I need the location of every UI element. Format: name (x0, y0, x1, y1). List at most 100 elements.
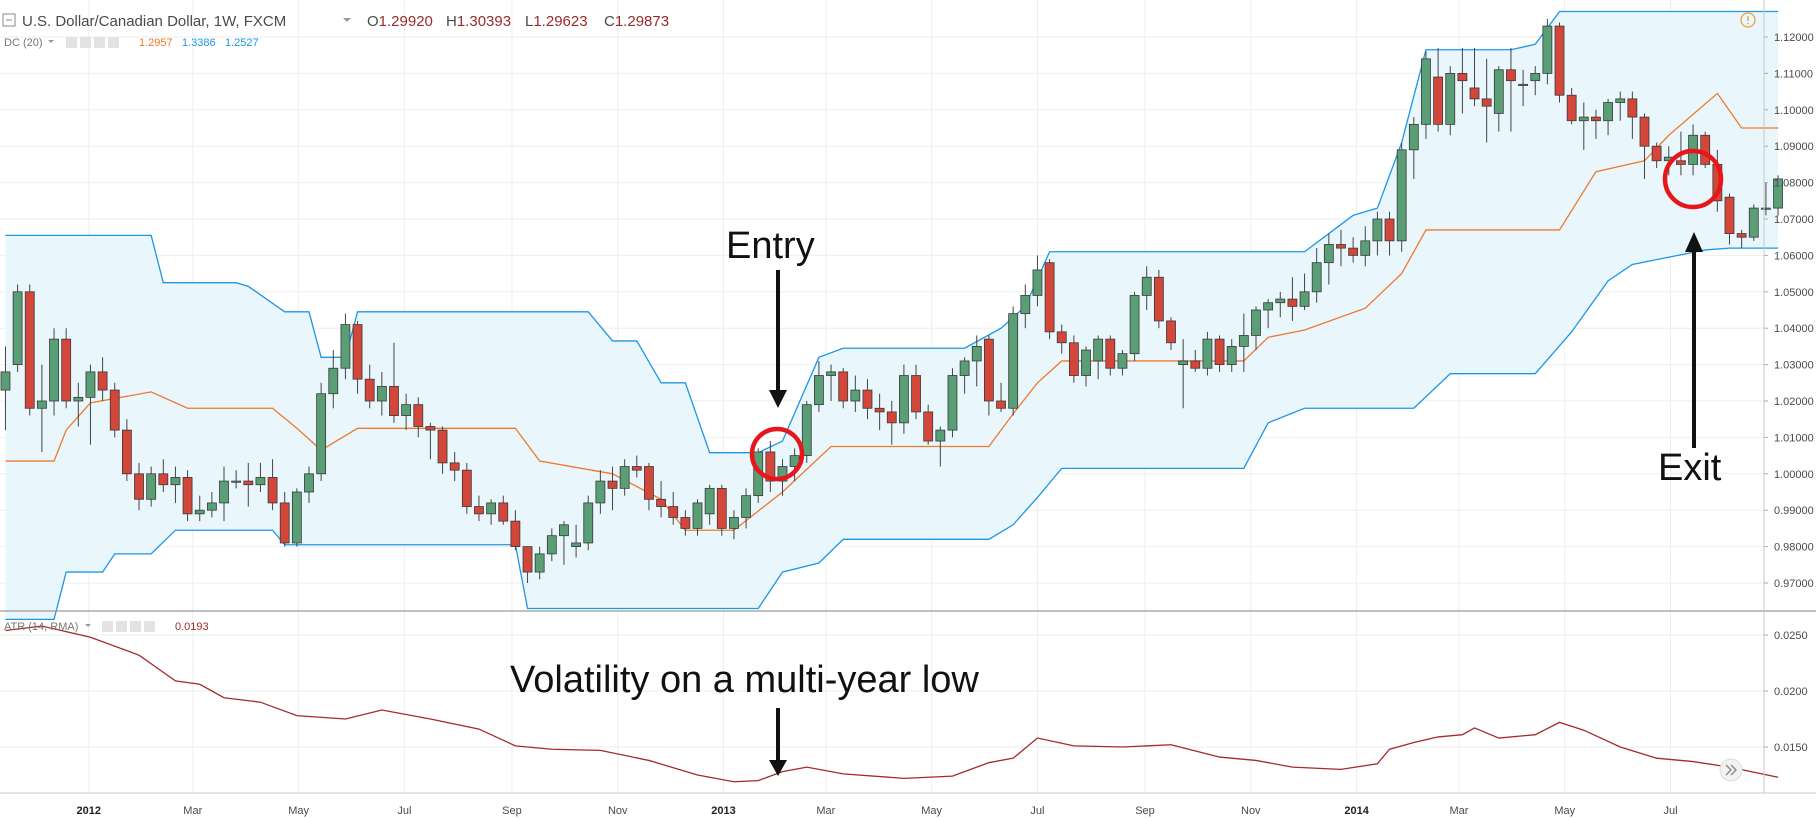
candle (425, 422, 436, 460)
atr-chevron-down-icon[interactable] (85, 624, 91, 627)
collapse-icon[interactable] (2, 13, 16, 27)
candle-body-down (1700, 134, 1711, 165)
atr-plus-icon[interactable] (130, 621, 141, 632)
candle-body-down (607, 480, 618, 489)
candle-body-down (1457, 73, 1468, 82)
candle (170, 466, 181, 503)
donchian-channel (5, 10, 1779, 621)
candle-body-up (219, 480, 229, 504)
candle (1226, 339, 1237, 372)
gear-icon[interactable] (80, 37, 91, 48)
atr-label[interactable]: ATR (14, RMA) (4, 621, 78, 633)
atr-gear-icon[interactable] (116, 621, 127, 632)
candle-body-up (692, 502, 703, 529)
ohlc-h: H1.30393 (446, 13, 511, 30)
candle-body-up (1093, 338, 1104, 362)
scroll-right-button[interactable] (1719, 758, 1743, 782)
candle (85, 364, 96, 445)
candle-body-down (522, 546, 533, 573)
candle (1457, 47, 1468, 114)
candle (510, 510, 521, 551)
candle (1336, 229, 1346, 267)
candle-body-down (1068, 342, 1079, 376)
price-tick-label: 0.98000 (1774, 542, 1814, 554)
candle-body-up (559, 524, 569, 537)
candle (1700, 131, 1711, 169)
chevron-down-icon[interactable] (343, 18, 351, 22)
candle-body-down (983, 338, 994, 402)
candle-body-up (1615, 98, 1626, 103)
candle-body-up (1445, 73, 1456, 125)
channel-lower-line (5, 247, 1779, 621)
candle-body-up (1542, 25, 1553, 74)
candle-body-up (1748, 207, 1759, 238)
candle-body-up (340, 324, 351, 369)
candle-body-up (1178, 360, 1189, 365)
price-tick-label: 1.03000 (1774, 360, 1814, 372)
candle (498, 495, 509, 525)
plus-icon[interactable] (94, 37, 105, 48)
candle-body-up (947, 375, 958, 431)
candle (1214, 335, 1225, 372)
eye-icon[interactable] (66, 37, 77, 48)
candle (158, 459, 169, 492)
candle (1044, 259, 1055, 340)
candle-body-down (279, 502, 290, 544)
candle (182, 470, 193, 522)
atr-eye-icon[interactable] (102, 621, 113, 632)
price-tick-label: 1.00000 (1774, 469, 1814, 481)
candle (923, 404, 934, 445)
dc-mid-value: 1.2957 (139, 37, 173, 49)
time-axis[interactable]: 2012 Mar May Jul Sep Nov 2013 Mar May Jul Sep Nov 20… (76, 805, 1677, 817)
candle (1056, 324, 1067, 354)
dc-chevron-down-icon[interactable] (48, 40, 54, 43)
candle-body-up (73, 396, 84, 402)
candle-body-down (352, 324, 363, 380)
candle-body-down (461, 469, 472, 507)
candle (486, 499, 497, 525)
candle (413, 397, 424, 438)
candle-body-up (571, 542, 581, 548)
candle-body-up (194, 509, 205, 515)
candle-body-down (182, 477, 193, 515)
price-tick-label: 1.10000 (1774, 105, 1814, 117)
candle-body-up (304, 473, 314, 493)
candle-body-down (1044, 262, 1055, 333)
candle-body-down (911, 375, 921, 413)
entry-annotation: Entry (726, 225, 815, 482)
candle (401, 393, 412, 431)
candle-body-down (1153, 276, 1164, 322)
candle (911, 364, 921, 420)
candle-body-up (146, 473, 157, 500)
candle (534, 546, 545, 580)
atr-axis[interactable]: 0.0150 0.0200 0.0250 (1764, 630, 1808, 754)
candle (765, 441, 776, 492)
time-tick-label: 2014 (1344, 805, 1369, 817)
alert-icon[interactable] (1740, 12, 1756, 28)
dc-upper-value: 1.3386 (182, 37, 216, 49)
candle-body-up (1141, 276, 1152, 296)
time-tick-label: May (288, 805, 309, 817)
candle-body-up (777, 466, 788, 482)
close-icon[interactable] (108, 37, 119, 48)
exit-annotation: Exit (1658, 148, 1724, 489)
price-axis[interactable]: 0.97000 0.98000 0.99000 1.00000 1.01000 1.020… (1764, 32, 1814, 590)
time-tick-label: May (1554, 805, 1575, 817)
candle (1068, 335, 1079, 383)
price-tick-label: 1.04000 (1774, 323, 1814, 335)
entry-circle (749, 426, 805, 482)
symbol-title[interactable]: U.S. Dollar/Canadian Dollar, 1W, FXCM (22, 13, 286, 30)
atr-close-icon[interactable] (144, 621, 155, 632)
candle-body-up (1530, 73, 1541, 82)
price-tick-label: 1.12000 (1774, 32, 1814, 44)
candle-body-down (437, 429, 448, 464)
exit-circle (1662, 148, 1724, 210)
candle (1530, 66, 1541, 96)
candle-body-up (1081, 349, 1091, 376)
price-tick-label: 1.01000 (1774, 432, 1814, 444)
candle-body-up (971, 345, 982, 362)
dc-label[interactable]: DC (20) (4, 37, 43, 49)
candle (1506, 47, 1516, 132)
candle (874, 393, 885, 431)
price-tick-label: 1.11000 (1774, 68, 1813, 80)
